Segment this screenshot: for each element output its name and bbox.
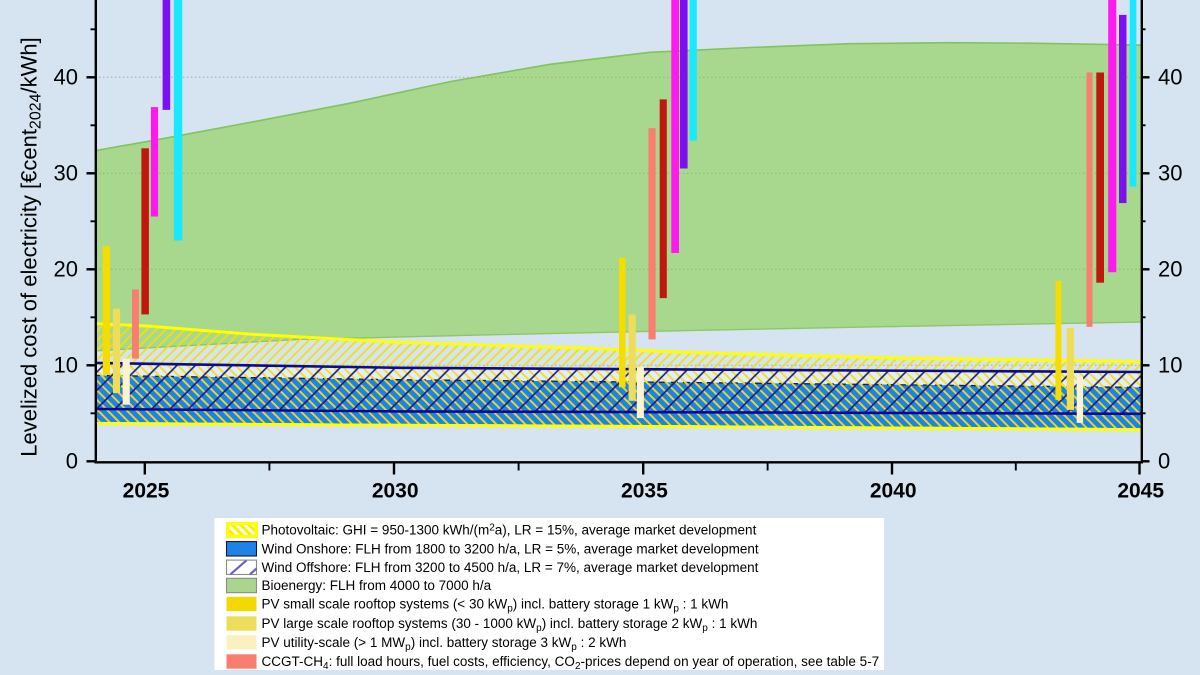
- svg-text:Bioenergy: FLH from 4000 to 70: Bioenergy: FLH from 4000 to 7000 h/a: [262, 578, 492, 593]
- svg-text:2040: 2040: [870, 480, 917, 503]
- svg-text:0: 0: [1158, 448, 1170, 473]
- svg-text:Photovoltaic: GHI = 950-1300 k: Photovoltaic: GHI = 950-1300 kWh/(m2a), …: [262, 523, 757, 538]
- svg-text:Levelized cost of electricity: Levelized cost of electricity [€cent2024…: [17, 37, 45, 457]
- svg-text:2035: 2035: [621, 480, 668, 503]
- svg-text:PV small scale rooftop systems: PV small scale rooftop systems (< 30 kWp…: [262, 597, 729, 615]
- svg-text:PV utility-scale (> 1 MWp) inc: PV utility-scale (> 1 MWp) incl. battery…: [262, 635, 627, 653]
- svg-text:40: 40: [54, 64, 78, 89]
- svg-text:2025: 2025: [123, 480, 170, 503]
- svg-text:CCGT-CH4: full load hours, fue: CCGT-CH4: full load hours, fuel costs, e…: [262, 654, 880, 670]
- svg-text:PV large scale rooftop systems: PV large scale rooftop systems (30 - 100…: [262, 616, 758, 634]
- svg-text:2045: 2045: [1117, 480, 1164, 503]
- svg-text:30: 30: [54, 160, 78, 185]
- svg-text:Wind Onshore: FLH from 1800 to: Wind Onshore: FLH from 1800 to 3200 h/a,…: [262, 542, 759, 557]
- svg-text:40: 40: [1158, 64, 1182, 89]
- svg-text:20: 20: [1158, 256, 1182, 281]
- svg-text:Wind Offshore: FLH from 3200 t: Wind Offshore: FLH from 3200 to 4500 h/a…: [262, 560, 759, 575]
- svg-text:20: 20: [54, 256, 78, 281]
- svg-text:2030: 2030: [372, 480, 419, 503]
- svg-text:10: 10: [54, 352, 78, 377]
- svg-text:30: 30: [1158, 160, 1182, 185]
- svg-text:10: 10: [1158, 352, 1182, 377]
- svg-text:0: 0: [66, 448, 78, 473]
